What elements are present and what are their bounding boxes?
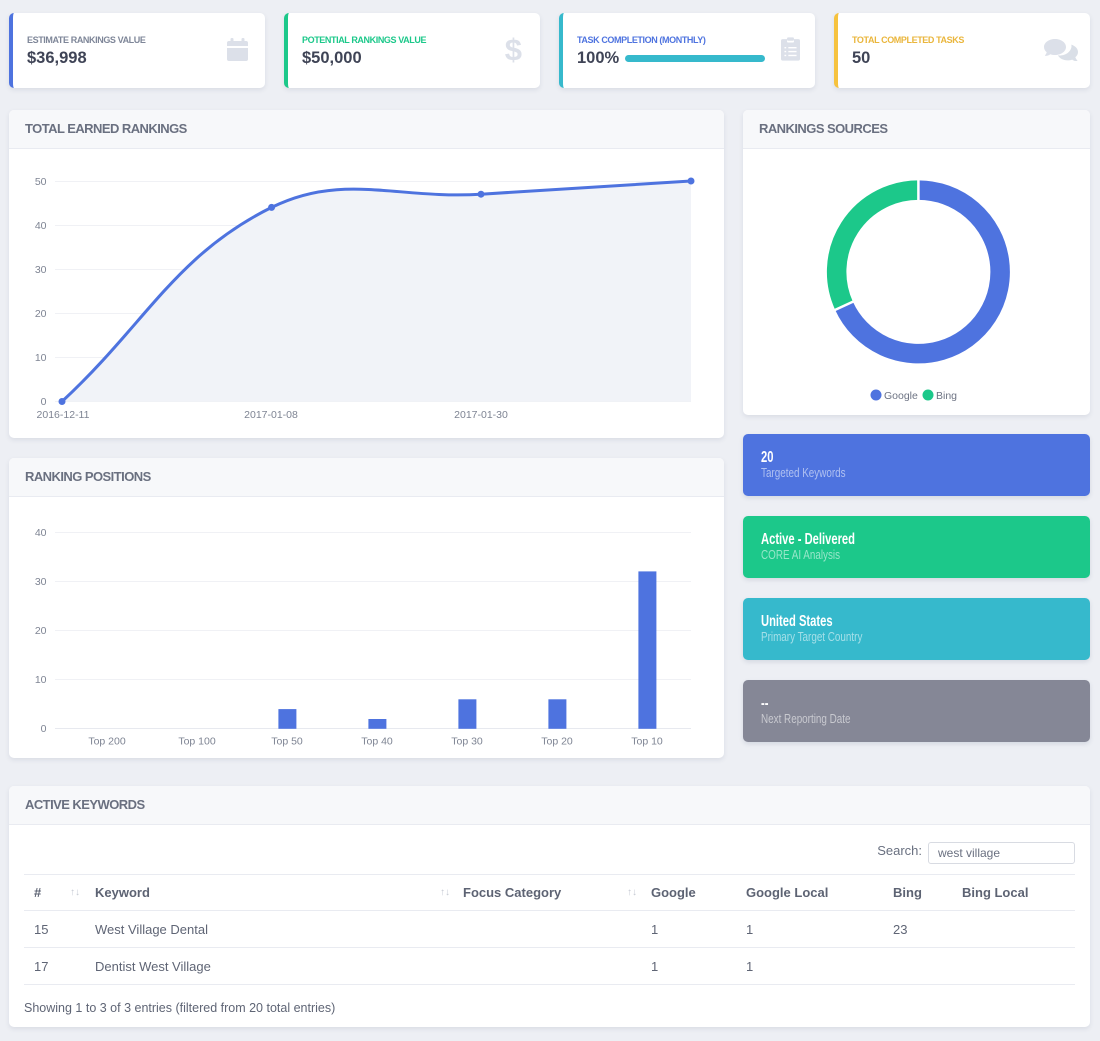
svg-text:Top 10: Top 10 <box>631 736 663 748</box>
svg-text:Top 100: Top 100 <box>178 736 216 748</box>
svg-text:0: 0 <box>41 723 47 735</box>
svg-text:Top 200: Top 200 <box>88 736 126 748</box>
svg-text:2017-01-30: 2017-01-30 <box>454 409 508 421</box>
svg-text:40: 40 <box>35 527 47 539</box>
svg-text:40: 40 <box>35 220 47 232</box>
svg-text:Bing: Bing <box>936 390 957 402</box>
svg-text:50: 50 <box>35 176 47 188</box>
svg-text:30: 30 <box>35 264 47 276</box>
svg-text:0: 0 <box>41 396 47 408</box>
svg-text:Top 50: Top 50 <box>271 736 303 748</box>
svg-text:10: 10 <box>35 352 47 364</box>
svg-text:Top 30: Top 30 <box>451 736 483 748</box>
svg-text:20: 20 <box>35 308 47 320</box>
svg-text:Google: Google <box>884 390 918 402</box>
svg-text:2016-12-11: 2016-12-11 <box>37 409 90 421</box>
svg-text:2017-01-08: 2017-01-08 <box>244 409 298 421</box>
svg-text:Top 20: Top 20 <box>541 736 573 748</box>
svg-text:Top 40: Top 40 <box>361 736 393 748</box>
svg-text:20: 20 <box>35 625 47 637</box>
svg-text:10: 10 <box>35 674 47 686</box>
svg-text:30: 30 <box>35 576 47 588</box>
